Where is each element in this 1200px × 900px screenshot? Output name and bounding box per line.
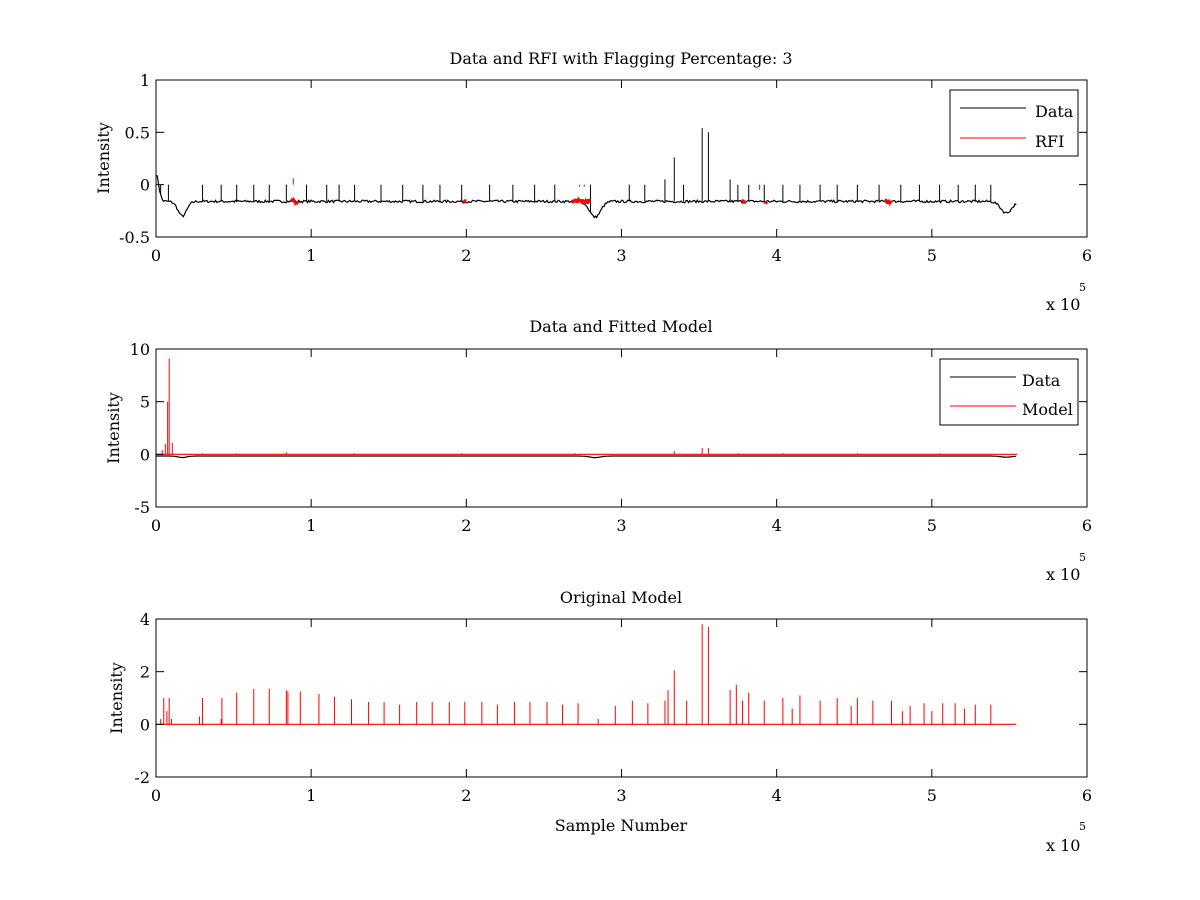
panel-3-ytick-label: 4 [140, 610, 150, 629]
panel-1-exponent-label: x 10 [1046, 295, 1080, 314]
panel-1-ytick-label: 0.5 [125, 123, 150, 142]
panel-1-series-rfi-segment [763, 200, 768, 205]
panel-1-series-data [155, 128, 1017, 219]
panel-1-series-rfi [290, 178, 893, 207]
panel-2-legend: Data Model [939, 358, 1079, 426]
panel-2-series-data [156, 455, 1017, 459]
panel-1-series-rfi-segment [741, 199, 747, 204]
panel-1-ytick-label: 0 [140, 176, 150, 195]
panel-2-ytick-label: 10 [130, 340, 150, 359]
panel-2-exponent-label: x 10 [1046, 565, 1080, 584]
panel-3-xtick-label: 5 [927, 786, 937, 805]
panel-1-series-rfi-segment [290, 196, 300, 207]
panel-1-legend-data-label: Data [1035, 102, 1074, 121]
panel-3-xtick-label: 2 [461, 786, 471, 805]
panel-1-xtick-label: 0 [151, 246, 161, 265]
panel-1-ticks: 0 1 2 3 4 5 6-0.500.51 [119, 71, 1092, 265]
panel-3-plot [156, 624, 1017, 725]
panel-3-series-model [156, 624, 1017, 725]
panel-1-series-rfi-segment [571, 195, 591, 205]
panel-1-series-rfi-segment [462, 199, 467, 204]
panel-3-title: Original Model [560, 588, 682, 607]
panel-1-xtick-label: 2 [461, 246, 471, 265]
panel-3-xtick-label: 1 [306, 786, 316, 805]
panel-2-xtick-label: 6 [1082, 516, 1092, 535]
panel-2-xtick-label: 2 [461, 516, 471, 535]
panel-2-ytick-label: -5 [134, 498, 150, 517]
panel-1-title: Data and RFI with Flagging Percentage: 3 [449, 49, 792, 68]
panel-1-xtick-label: 5 [927, 246, 937, 265]
panel-2-xtick-label: 5 [927, 516, 937, 535]
panel-1-xtick-label: 3 [616, 246, 626, 265]
panel-3-ytick-label: -2 [134, 768, 150, 787]
panel-2-ytick-label: 0 [140, 445, 150, 464]
panel-2-xtick-label: 3 [616, 516, 626, 535]
panel-2: Data and Fitted Model Intensity 0 1 2 3 4 5 6 -… [104, 317, 1092, 584]
panel-2-ylabel: Intensity [104, 392, 123, 464]
panel-3-exponent-power: 5 [1079, 820, 1086, 833]
panel-1-series-rfi-segment [884, 198, 893, 207]
panel-2-legend-model-label: Model [1022, 400, 1073, 419]
panel-2-exponent-power: 5 [1079, 551, 1086, 564]
panel-2-ytick-label: 5 [140, 393, 150, 412]
panel-1-xtick-label: 4 [772, 246, 782, 265]
panel-1-ytick-label: 1 [140, 71, 150, 90]
panel-1-ytick-label: -0.5 [119, 228, 150, 247]
panel-2-legend-data-label: Data [1022, 371, 1061, 390]
panel-1-legend-rfi-label: RFI [1035, 132, 1064, 151]
panel-1-plot [155, 128, 1017, 219]
panel-3-ytick-label: 0 [140, 715, 150, 734]
panel-3-xtick-label: 6 [1082, 786, 1092, 805]
panel-3-xtick-label: 0 [151, 786, 161, 805]
panel-2-plot [156, 358, 1018, 459]
panel-1: Data and RFI with Flagging Percentage: 3… [94, 49, 1092, 314]
panel-2-series-model [156, 358, 1018, 455]
panel-1-legend-box [949, 89, 1079, 157]
panel-2-series-data-trace [156, 455, 1017, 459]
panel-1-xtick-label: 1 [306, 246, 316, 265]
panel-2-legend-box [939, 358, 1079, 426]
panel-3-xlabel: Sample Number [555, 816, 688, 835]
panel-3-xtick-label: 4 [772, 786, 782, 805]
panel-2-xtick-label: 4 [772, 516, 782, 535]
panel-1-xtick-label: 6 [1082, 246, 1092, 265]
panel-2-xtick-label: 0 [151, 516, 161, 535]
panel-1-legend: Data RFI [949, 89, 1079, 157]
panel-2-title: Data and Fitted Model [529, 317, 712, 336]
panel-3-exponent-label: x 10 [1046, 836, 1080, 855]
panel-1-series-data-trace [155, 174, 1017, 219]
panel-2-xtick-label: 1 [306, 516, 316, 535]
panel-3-ytick-label: 2 [140, 663, 150, 682]
panel-3-xtick-label: 3 [616, 786, 626, 805]
panel-3-ylabel: Intensity [107, 662, 126, 734]
panel-1-exponent-power: 5 [1079, 281, 1086, 294]
panel-1-ylabel: Intensity [94, 122, 113, 194]
